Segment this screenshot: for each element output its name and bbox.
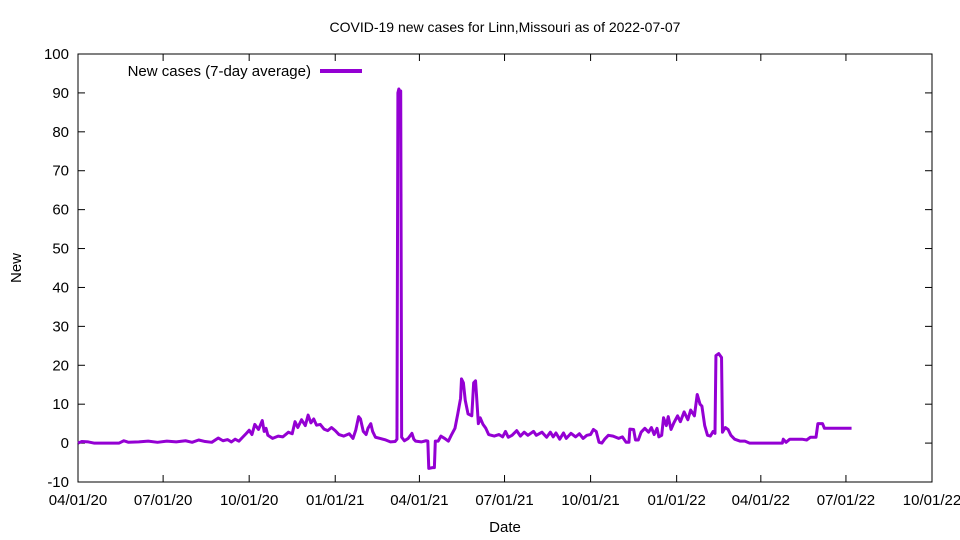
y-tick-label: 100 bbox=[44, 46, 69, 63]
x-tick-label: 10/01/21 bbox=[561, 492, 619, 509]
x-tick-label: 07/01/21 bbox=[475, 492, 533, 509]
y-tick-label: 60 bbox=[52, 202, 69, 219]
x-tick-label: 07/01/20 bbox=[134, 492, 192, 509]
x-tick-label: 10/01/22 bbox=[903, 492, 960, 509]
y-tick-label: 40 bbox=[52, 279, 69, 296]
x-tick-label: 07/01/22 bbox=[817, 492, 875, 509]
plot-area-border bbox=[77, 53, 933, 483]
y-tick-label: -10 bbox=[47, 474, 69, 491]
y-tick-label: 10 bbox=[52, 396, 69, 413]
x-tick-label: 01/01/22 bbox=[647, 492, 705, 509]
x-tick-label: 04/01/22 bbox=[732, 492, 790, 509]
y-tick-label: 30 bbox=[52, 318, 69, 335]
y-tick-label: 90 bbox=[52, 85, 69, 102]
chart-title: COVID-19 new cases for Linn,Missouri as … bbox=[330, 19, 681, 35]
legend: New cases (7-day average) bbox=[128, 63, 362, 80]
x-tick-label: 04/01/20 bbox=[49, 492, 107, 509]
y-tick-label: 20 bbox=[52, 357, 69, 374]
series-layer bbox=[77, 87, 852, 470]
y-tick-label: 70 bbox=[52, 163, 69, 180]
y-axis: -10 0 10 20 30 40 50 60 70 80 90 100 bbox=[44, 46, 932, 491]
y-axis-label: New bbox=[8, 253, 25, 283]
y-tick-label: 50 bbox=[52, 241, 69, 258]
x-axis: 04/01/20 07/01/20 10/01/20 01/01/21 04/01/21… bbox=[49, 54, 960, 509]
y-tick-label: 0 bbox=[61, 435, 69, 452]
x-tick-label: 01/01/21 bbox=[306, 492, 364, 509]
legend-label: New cases (7-day average) bbox=[128, 63, 311, 80]
y-tick-label: 80 bbox=[52, 124, 69, 141]
x-tick-label: 10/01/20 bbox=[220, 492, 278, 509]
series-line-0 bbox=[77, 87, 852, 470]
x-tick-label: 04/01/21 bbox=[390, 492, 448, 509]
x-axis-label: Date bbox=[489, 519, 521, 536]
